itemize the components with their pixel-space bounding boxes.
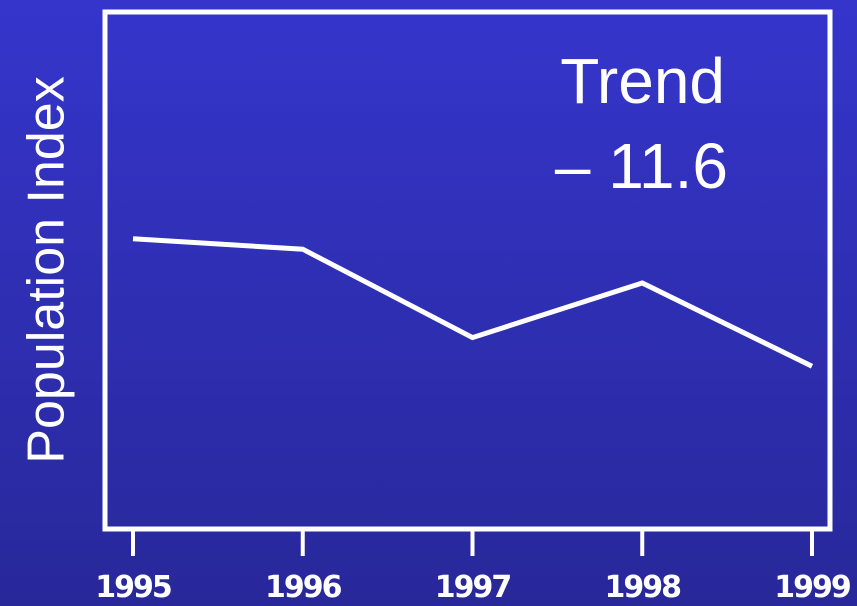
plot-frame	[102, 9, 833, 532]
y-axis-label: Population Index	[18, 76, 76, 463]
x-tick-label: 1996	[265, 570, 342, 605]
x-tick-label: 1997	[435, 570, 511, 605]
annotation: – 11.6	[555, 130, 728, 202]
data-line	[132, 236, 814, 369]
x-tick-label: 1999	[774, 570, 850, 605]
x-tick-label: 1995	[95, 570, 171, 605]
x-tick-label: 1998	[605, 570, 682, 605]
annotation: Trend	[560, 45, 725, 117]
